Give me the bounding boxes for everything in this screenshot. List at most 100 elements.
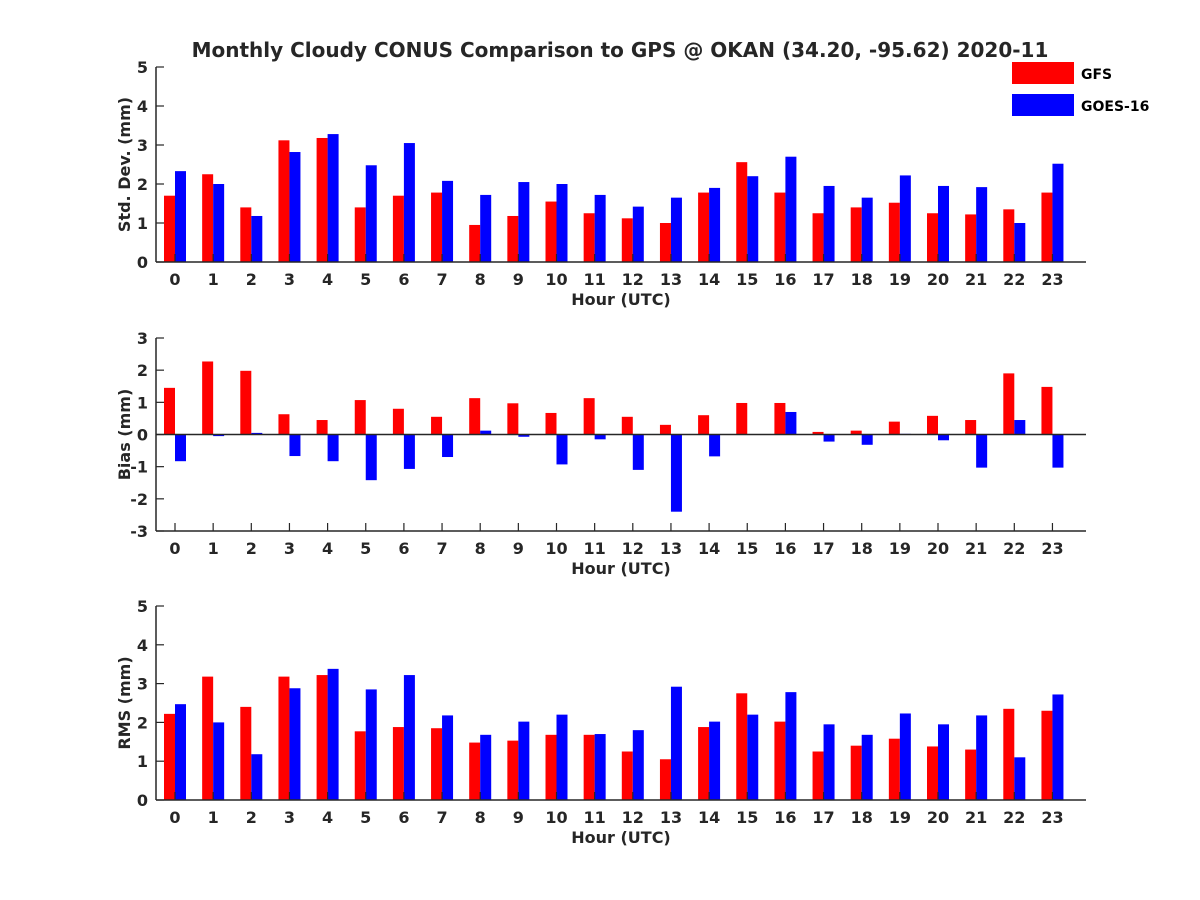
bar-goes-16-hour-0 bbox=[175, 171, 186, 262]
bar-gfs-hour-8 bbox=[469, 742, 481, 800]
y-tick-label: 1 bbox=[137, 214, 148, 233]
bar-goes-16-hour-4 bbox=[327, 134, 339, 262]
bar-gfs-hour-17 bbox=[812, 751, 824, 800]
x-tick-label: 0 bbox=[169, 270, 180, 289]
bar-gfs-hour-14 bbox=[698, 415, 710, 435]
bar-gfs-hour-9 bbox=[507, 740, 519, 800]
bar-goes-16-hour-17 bbox=[823, 185, 835, 262]
bar-goes-16-hour-23 bbox=[1052, 694, 1064, 800]
bar-gfs-hour-10 bbox=[545, 201, 557, 262]
y-tick-label: 2 bbox=[137, 713, 148, 732]
x-tick-label: 21 bbox=[965, 808, 987, 827]
y-tick-label: 1 bbox=[137, 752, 148, 771]
x-tick-label: 22 bbox=[1003, 270, 1025, 289]
y-tick-label: -2 bbox=[130, 490, 148, 509]
y-tick-label: 0 bbox=[137, 791, 148, 810]
x-tick-label: 5 bbox=[360, 270, 371, 289]
x-tick-label: 9 bbox=[513, 539, 524, 558]
bar-goes-16-hour-17 bbox=[823, 434, 835, 442]
bar-gfs-hour-18 bbox=[850, 207, 862, 262]
bar-gfs-hour-13 bbox=[659, 424, 671, 435]
bar-gfs-hour-21 bbox=[965, 420, 977, 435]
x-tick-label: 12 bbox=[622, 270, 644, 289]
bar-gfs-hour-10 bbox=[545, 412, 557, 435]
x-tick-label: 2 bbox=[246, 808, 257, 827]
bar-gfs-hour-13 bbox=[659, 223, 671, 262]
x-tick-label: 14 bbox=[698, 270, 720, 289]
y-tick-label: 1 bbox=[137, 393, 148, 412]
bar-goes-16-hour-23 bbox=[1052, 434, 1064, 468]
y-tick-label: 3 bbox=[137, 675, 148, 694]
bar-gfs-hour-18 bbox=[850, 430, 862, 435]
bar-gfs-hour-15 bbox=[736, 693, 748, 800]
bar-gfs-hour-12 bbox=[621, 751, 633, 800]
x-tick-label: 10 bbox=[545, 539, 567, 558]
x-tick-label: 1 bbox=[208, 808, 219, 827]
bar-gfs-hour-23 bbox=[1041, 386, 1053, 435]
bar-goes-16-hour-4 bbox=[327, 668, 339, 800]
bar-gfs-hour-9 bbox=[507, 215, 519, 262]
bar-goes-16-hour-13 bbox=[670, 434, 682, 512]
x-tick-label: 16 bbox=[774, 270, 796, 289]
bar-goes-16-hour-0 bbox=[175, 434, 186, 462]
legend-label-gfs: GFS bbox=[1081, 67, 1112, 83]
bar-goes-16-hour-12 bbox=[632, 206, 644, 262]
x-tick-label: 9 bbox=[513, 270, 524, 289]
bar-goes-16-hour-14 bbox=[709, 187, 721, 262]
bar-goes-16-hour-6 bbox=[403, 143, 415, 262]
bar-gfs-hour-5 bbox=[354, 207, 366, 262]
x-tick-label: 1 bbox=[208, 270, 219, 289]
bar-gfs-hour-4 bbox=[316, 420, 328, 435]
x-axis-label: Hour (UTC) bbox=[571, 559, 671, 578]
x-tick-label: 1 bbox=[208, 539, 219, 558]
x-axis-label: Hour (UTC) bbox=[571, 290, 671, 309]
bar-gfs-hour-8 bbox=[469, 398, 481, 435]
x-tick-label: 19 bbox=[889, 539, 911, 558]
x-tick-label: 7 bbox=[436, 539, 447, 558]
bar-goes-16-hour-21 bbox=[976, 434, 988, 468]
bar-goes-16-hour-1 bbox=[213, 184, 225, 262]
bar-goes-16-hour-1 bbox=[213, 434, 225, 437]
x-tick-label: 16 bbox=[774, 539, 796, 558]
x-tick-label: 6 bbox=[398, 808, 409, 827]
bar-goes-16-hour-6 bbox=[403, 675, 415, 800]
x-tick-label: 17 bbox=[812, 270, 834, 289]
x-tick-label: 13 bbox=[660, 539, 682, 558]
y-tick-label: 3 bbox=[137, 329, 148, 348]
x-tick-label: 3 bbox=[284, 270, 295, 289]
bar-gfs-hour-8 bbox=[469, 224, 481, 262]
x-tick-label: 21 bbox=[965, 270, 987, 289]
bar-gfs-hour-19 bbox=[888, 202, 900, 262]
figure-title: Monthly Cloudy CONUS Comparison to GPS @… bbox=[192, 38, 1049, 62]
bar-goes-16-hour-18 bbox=[861, 197, 873, 262]
bar-goes-16-hour-18 bbox=[861, 734, 873, 800]
bar-goes-16-hour-16 bbox=[785, 156, 797, 262]
legend: GFS GOES-16 bbox=[1012, 62, 1149, 116]
x-tick-label: 11 bbox=[584, 539, 606, 558]
bar-gfs-hour-15 bbox=[736, 162, 748, 262]
bar-gfs-hour-16 bbox=[774, 192, 786, 262]
bar-goes-16-hour-11 bbox=[594, 734, 606, 800]
bar-goes-16-hour-2 bbox=[251, 215, 263, 262]
legend-swatch-gfs bbox=[1012, 62, 1074, 84]
bar-gfs-hour-10 bbox=[545, 734, 557, 800]
x-tick-label: 4 bbox=[322, 539, 333, 558]
bar-goes-16-hour-17 bbox=[823, 724, 835, 800]
x-tick-label: 17 bbox=[812, 539, 834, 558]
y-axis-label: RMS (mm) bbox=[115, 656, 134, 749]
bar-gfs-hour-7 bbox=[431, 728, 443, 800]
bar-goes-16-hour-3 bbox=[289, 434, 301, 457]
bar-goes-16-hour-21 bbox=[976, 187, 988, 262]
y-tick-label: 3 bbox=[137, 136, 148, 155]
bar-gfs-hour-12 bbox=[621, 218, 633, 262]
bar-goes-16-hour-19 bbox=[899, 175, 911, 262]
bar-gfs-hour-1 bbox=[202, 174, 214, 262]
bar-goes-16-hour-13 bbox=[670, 197, 682, 262]
bar-gfs-hour-14 bbox=[698, 192, 710, 262]
x-tick-label: 3 bbox=[284, 539, 295, 558]
x-tick-label: 4 bbox=[322, 270, 333, 289]
